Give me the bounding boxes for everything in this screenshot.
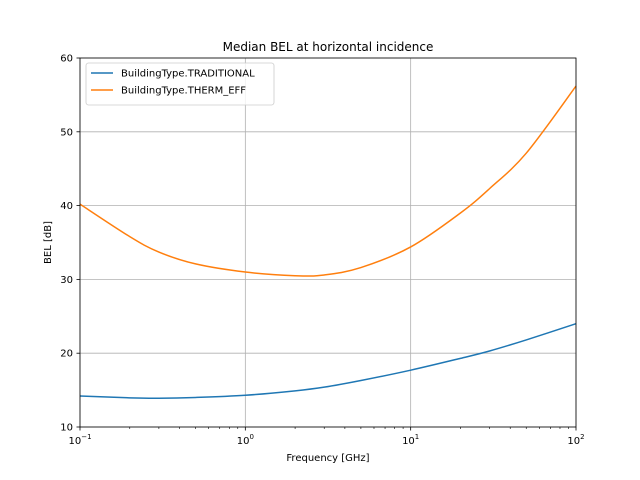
x-tick-label: 102: [567, 433, 584, 447]
y-tick-label: 40: [60, 201, 73, 212]
y-tick-label: 50: [60, 127, 73, 138]
legend: BuildingType.TRADITIONAL BuildingType.THE…: [85, 62, 275, 106]
series-lines: [79, 85, 577, 399]
chart-title: Median BEL at horizontal incidence: [223, 40, 434, 54]
legend-box: [85, 62, 275, 106]
plot-frame: [79, 57, 577, 428]
y-tick-label: 30: [60, 275, 73, 286]
x-tick-base: 10: [402, 436, 415, 447]
series-line-0: [79, 322, 577, 399]
y-tick-label: 60: [60, 54, 73, 65]
x-tick-exponent: 0: [249, 433, 253, 441]
x-tick-label: 101: [402, 433, 419, 447]
x-tick-label: 100: [237, 433, 254, 447]
x-tick-exponent: 2: [580, 433, 584, 441]
y-tick-label: 20: [60, 349, 73, 360]
legend-label: BuildingType.THERM_EFF: [121, 86, 246, 97]
x-tick-base: 10: [68, 436, 81, 447]
x-tick-exponent: −1: [81, 433, 91, 441]
series-line-1: [79, 85, 577, 277]
y-tick-label: 10: [60, 423, 73, 434]
x-tick-label: 10−1: [68, 433, 91, 447]
x-tick-base: 10: [237, 436, 250, 447]
y-axis-label: BEL [dB]: [43, 221, 54, 264]
x-axis-label: Frequency [GHz]: [286, 453, 369, 464]
legend-label: BuildingType.TRADITIONAL: [121, 69, 255, 80]
x-tick-base: 10: [567, 436, 580, 447]
x-tick-exponent: 1: [415, 433, 419, 441]
